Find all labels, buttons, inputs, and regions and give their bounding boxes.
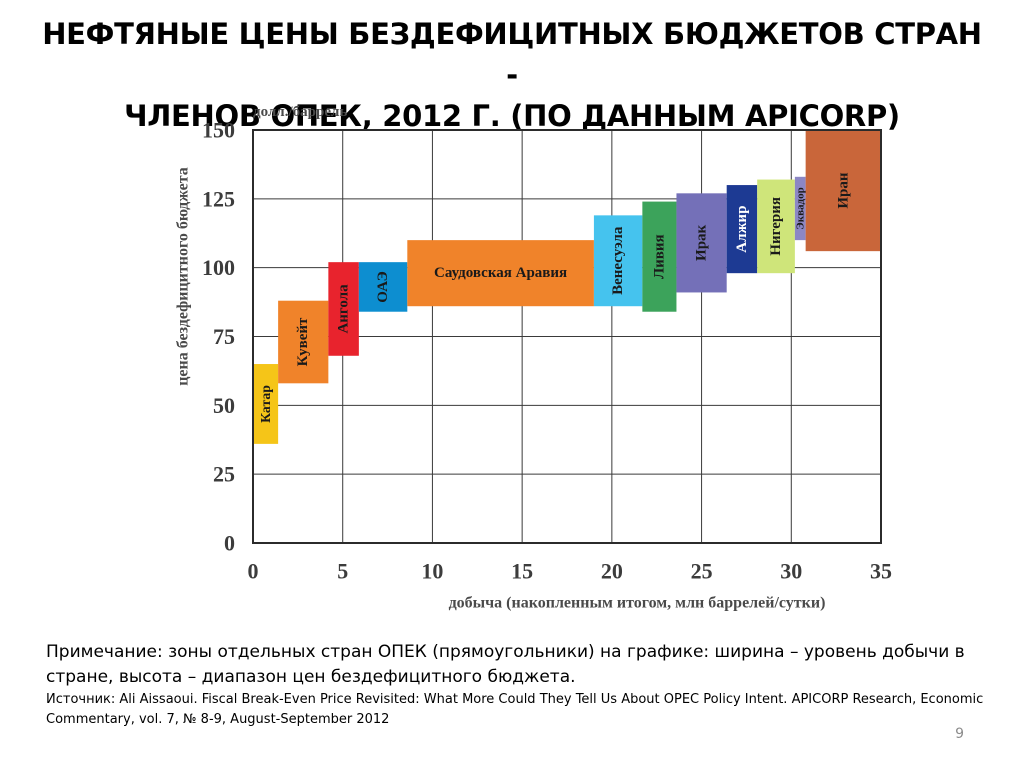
bar-ливия [642, 201, 677, 312]
y-tick-label: 50 [213, 393, 235, 418]
title-line-1: НЕФТЯНЫЕ ЦЕНЫ БЕЗДЕФИЦИТНЫХ БЮДЖЕТОВ СТР… [42, 17, 982, 92]
unit-label: долл./баррель [253, 104, 347, 120]
bar-оаэ [358, 262, 408, 312]
bar-ангола [328, 262, 359, 356]
bar-эквадор-label: Эквадор [794, 187, 806, 229]
y-tick-label: 150 [202, 118, 235, 143]
y-axis-label: цена бездефицитного бюджета [175, 167, 192, 386]
bar-венесуэла [593, 215, 643, 307]
plot-frame [252, 129, 882, 544]
bar-нигерия-label: Нигерия [768, 197, 784, 256]
x-axis-label: добыча (накопленным итогом, млн баррелей… [449, 595, 826, 612]
y-tick-label: 125 [202, 186, 235, 211]
bar-иран [805, 130, 881, 252]
y-tick-label: 100 [202, 255, 235, 280]
x-tick-label: 35 [870, 559, 892, 584]
bar-иран-label: Иран [835, 172, 851, 209]
oil-breakeven-chart: Катар Кувейт Ангола ОАЭ Саудовская Аравия Вен… [175, 104, 893, 612]
x-tick-label: 25 [691, 559, 713, 584]
bar-саудовская-аравия [407, 240, 594, 307]
source-text: Источник: Ali Aissaoui. Fiscal Break-Eve… [46, 692, 984, 727]
y-tick-label: 75 [213, 324, 235, 349]
bar-алжир-label: Алжир [734, 206, 750, 253]
bar-ангола-label: Ангола [336, 284, 352, 334]
x-tick-label: 15 [511, 559, 533, 584]
title-line-2: ЧЛЕНОВ ОПЕК, 2012 Г. (ПО ДАННЫМ APICORP) [124, 99, 900, 133]
bar-саудовская-аравия-label: Саудовская Аравия [434, 265, 567, 281]
bar-эквадор [794, 176, 806, 241]
footnote: Примечание: зоны отдельных стран ОПЕК (п… [46, 640, 986, 730]
x-tick-label: 30 [780, 559, 802, 584]
bar-ливия-label: Ливия [651, 234, 667, 279]
x-tick-label: 0 [248, 559, 259, 584]
slide-title: НЕФТЯНЫЕ ЦЕНЫ БЕЗДЕФИЦИТНЫХ БЮДЖЕТОВ СТР… [40, 14, 984, 137]
note-text: Примечание: зоны отдельных стран ОПЕК (п… [46, 642, 965, 687]
bar-венесуэла-label: Венесуэла [610, 226, 626, 295]
bar-кувейт-label: Кувейт [295, 317, 311, 366]
bar-катар [253, 364, 279, 444]
bar-ирак-label: Ирак [694, 224, 710, 261]
chart-bars: Катар Кувейт Ангола ОАЭ Саудовская Аравия Вен… [253, 130, 881, 444]
x-tick-label: 5 [337, 559, 348, 584]
bar-ирак [676, 193, 727, 293]
bar-оаэ-label: ОАЭ [375, 271, 391, 303]
bar-нигерия [757, 179, 795, 274]
y-tick-label: 0 [224, 531, 235, 556]
y-tick-label: 25 [213, 462, 235, 487]
chart-axes: 0 25 50 75 100 125 150 0 5 10 15 20 25 30 35 долл./барр… [175, 104, 893, 612]
bar-катар-label: Катар [258, 385, 273, 423]
page-number: 9 [955, 726, 964, 742]
bar-кувейт [278, 300, 329, 384]
x-tick-label: 20 [601, 559, 623, 584]
x-tick-label: 10 [421, 559, 443, 584]
bar-алжир [726, 185, 758, 274]
